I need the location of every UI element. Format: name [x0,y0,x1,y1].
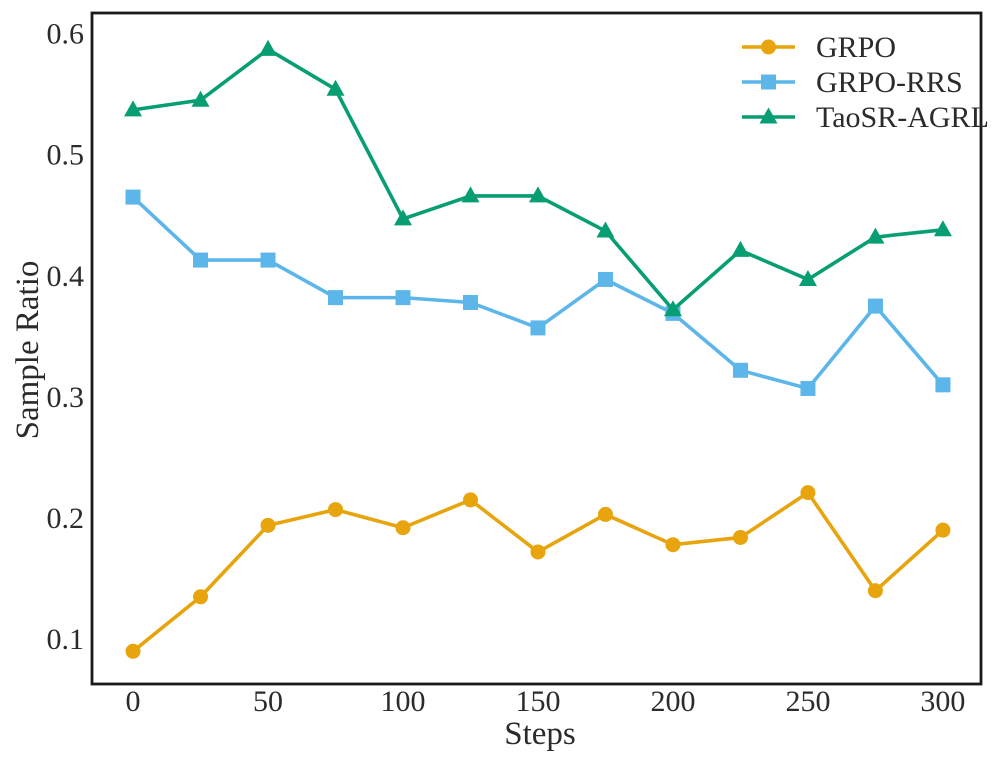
data-point-taosr-agrl [798,269,817,286]
x-tick-label: 250 [785,685,830,718]
x-tick-label: 200 [650,685,695,718]
x-tick-label: 100 [381,685,426,718]
y-tick-label: 0.1 [47,623,85,656]
data-point-taosr-agrl [866,227,885,244]
y-tick-label: 0.2 [47,502,85,535]
legend-marker-grpo [761,39,776,55]
y-tick-label: 0.5 [47,139,85,172]
x-axis-label: Steps [504,716,576,752]
data-point-grpo-rrs [395,290,411,306]
data-point-taosr-agrl [663,300,682,317]
data-point-grpo [530,544,546,560]
data-point-grpo-rrs [597,271,613,287]
y-tick-label: 0.6 [47,18,85,51]
data-point-taosr-agrl [528,186,547,203]
data-point-taosr-agrl [124,100,143,117]
data-point-taosr-agrl [933,220,952,237]
data-point-grpo [328,502,344,518]
data-point-grpo [800,485,816,501]
data-point-grpo [193,589,209,605]
legend-label-grpo-rrs: GRPO-RRS [816,66,963,99]
series-layer [124,39,952,659]
data-point-taosr-agrl [731,240,750,257]
legend-marker-grpo-rrs [761,74,776,90]
legend-item-taosr-agrl: TaoSR-AGRL [742,101,989,134]
data-point-grpo-rrs [935,377,951,393]
series-grpo [125,485,951,659]
legend-label-grpo: GRPO [816,31,896,64]
data-point-grpo [597,506,613,522]
y-axis-label: Sample Ratio [10,261,46,440]
data-point-grpo-rrs [125,189,141,205]
legend-label-taosr-agrl: TaoSR-AGRL [816,101,989,134]
x-tick-label: 150 [515,685,560,718]
legend-marker-taosr-agrl [759,107,778,124]
tick-layer: 0 50 100 150 200 250 300 0.1 0.2 0.3 0.4 0.5 0.6 [47,18,966,718]
series-taosr-agrl [124,39,952,317]
x-tick-label: 300 [920,685,965,718]
series-grpo-rrs [125,189,951,396]
x-tick-label: 0 [126,685,141,718]
legend-item-grpo: GRPO [742,31,896,64]
data-point-grpo-rrs [328,290,344,306]
x-tick-label: 50 [253,685,283,718]
data-point-grpo-rrs [732,362,748,378]
data-point-taosr-agrl [191,90,210,107]
data-point-grpo [260,517,276,533]
data-point-grpo-rrs [462,294,478,310]
data-point-taosr-agrl [461,186,480,203]
data-point-grpo-rrs [800,380,816,396]
data-point-taosr-agrl [596,221,615,238]
data-point-grpo [462,492,478,508]
data-point-grpo [935,522,951,538]
data-point-grpo-rrs [260,252,276,268]
plot-frame [90,11,983,686]
data-point-grpo [867,583,883,599]
legend-item-grpo-rrs: GRPO-RRS [742,66,963,99]
data-point-grpo-rrs [530,320,546,336]
data-point-grpo [732,529,748,545]
data-point-taosr-agrl [326,79,345,96]
data-point-taosr-agrl [259,39,278,56]
data-point-taosr-agrl [394,209,413,226]
data-point-grpo [395,520,411,536]
data-point-grpo-rrs [867,298,883,314]
data-point-grpo [125,643,141,659]
data-point-grpo-rrs [193,252,209,268]
y-tick-label: 0.4 [47,260,85,293]
data-point-grpo [665,537,681,553]
y-tick-label: 0.3 [47,381,85,414]
